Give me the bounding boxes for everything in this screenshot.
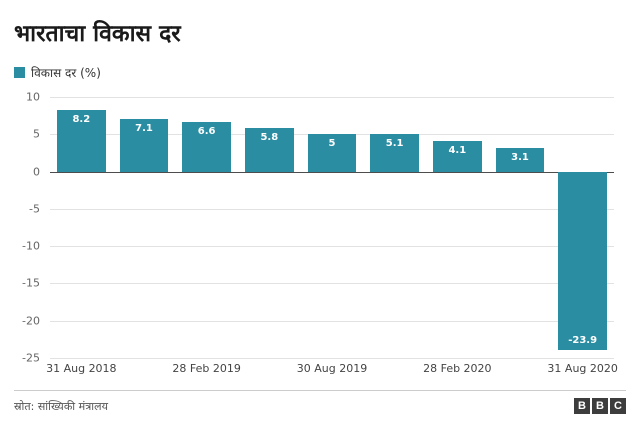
bar: 3.1 <box>495 148 545 172</box>
bar: 7.1 <box>119 118 169 172</box>
y-tick-label: -10 <box>22 239 40 253</box>
bar-chart: 10 5 0 -5 -10 -15 -20 -25 8.2 7.1 6.6 5.8 5 5.1 4.1 3.… <box>14 91 614 365</box>
bar: 6.6 <box>182 122 232 172</box>
plot-area: 8.2 7.1 6.6 5.8 5 5.1 4.1 3.1 -23.9 <box>50 97 614 359</box>
y-tick-label: -25 <box>22 351 40 365</box>
x-tick-label: 31 Aug 2020 <box>547 362 618 375</box>
y-tick-label: 10 <box>26 90 40 104</box>
y-tick-label: -5 <box>29 202 40 216</box>
bar-value-label: 8.2 <box>72 114 91 126</box>
bar: 5.1 <box>370 133 420 172</box>
gridline <box>50 97 614 98</box>
bar: 5 <box>307 134 357 172</box>
x-axis-labels: 31 Aug 2018 28 Feb 2019 30 Aug 2019 28 Feb … <box>46 362 618 378</box>
chart-title: भारताचा विकास दर <box>14 21 181 47</box>
logo-letter: C <box>610 398 626 414</box>
gridline <box>50 358 614 359</box>
bar: 8.2 <box>56 110 106 172</box>
bbc-logo: B B C <box>574 398 626 414</box>
bar-value-label: 5.8 <box>260 132 279 144</box>
bar-value-label: 3.1 <box>511 152 529 164</box>
bar: -23.9 <box>558 171 608 350</box>
source-text: स्रोत: सांख्यिकी मंत्रालय <box>14 400 108 413</box>
legend-swatch <box>14 67 25 78</box>
bar-value-label: -23.9 <box>568 334 598 346</box>
gridline <box>50 208 614 210</box>
bar-value-label: 7.1 <box>135 122 153 134</box>
bar-value-label: 5 <box>328 138 336 150</box>
bar-value-label: 4.1 <box>448 144 467 156</box>
bar-value-label: 6.6 <box>197 126 216 138</box>
y-tick-label: -20 <box>22 314 40 328</box>
zero-gridline <box>50 171 614 173</box>
y-tick-label: 5 <box>33 127 40 141</box>
gridline <box>50 246 614 248</box>
x-tick-label: 28 Feb 2019 <box>172 362 241 375</box>
bar: 5.8 <box>244 128 294 172</box>
bar: 4.1 <box>432 140 482 172</box>
x-tick-label: 30 Aug 2019 <box>296 362 368 375</box>
gridline <box>50 283 614 285</box>
y-axis-labels: 10 5 0 -5 -10 -15 -20 -25 <box>14 91 44 365</box>
y-tick-label: 0 <box>33 165 40 179</box>
legend-label: विकास दर (%) <box>31 66 101 80</box>
legend: विकास दर (%) <box>14 64 101 81</box>
gridline <box>50 320 614 322</box>
logo-letter: B <box>574 398 590 414</box>
footer-divider <box>14 390 626 391</box>
bar-value-label: 5.1 <box>385 137 404 149</box>
x-tick-label: 31 Aug 2018 <box>46 362 117 375</box>
y-tick-label: -15 <box>22 276 40 290</box>
logo-letter: B <box>592 398 608 414</box>
x-tick-label: 28 Feb 2020 <box>423 362 492 375</box>
